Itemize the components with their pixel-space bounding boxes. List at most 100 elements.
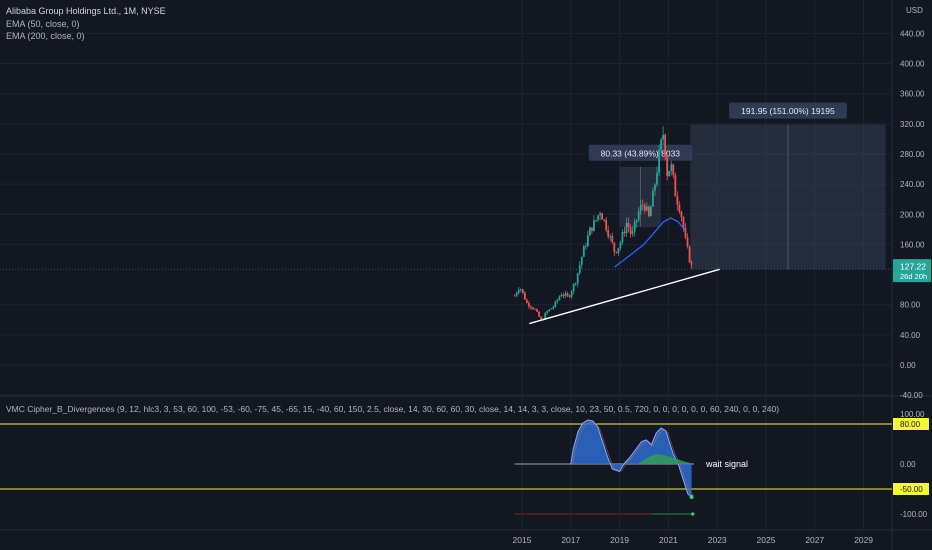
candle-body [544,313,547,320]
candle-body [580,256,583,265]
candle-body [546,311,549,314]
candle-body [550,308,553,310]
osc-signal-dot [691,512,695,516]
price-tick-label: 360.00 [900,90,925,99]
price-tick-label: 80.00 [900,301,921,310]
candle-body [654,184,656,191]
candle-body [674,175,677,197]
price-tick-label: 200.00 [900,210,925,219]
candle-body [595,219,597,221]
candle-body [570,291,573,297]
candle-body [521,289,524,293]
candle-body [619,242,622,248]
osc-level-label: 80.00 [900,420,921,429]
candle-body [530,306,532,308]
price-tick-label: 240.00 [900,180,925,189]
ema200-legend[interactable]: EMA (200, close, 0) [6,31,85,41]
chart-title[interactable]: Alibaba Group Holdings Ltd., 1M, NYSE [6,6,166,16]
candle-body [615,251,618,253]
ema50-line [614,217,687,268]
osc-level-label: -50.00 [900,485,923,494]
candle-body [656,172,658,185]
time-tick-label: 2017 [561,535,580,545]
price-tick-label: 0.00 [900,361,916,370]
trendline [529,268,720,325]
candle-body [684,228,687,238]
price-tick-label: -40.00 [900,391,923,400]
osc-tick-label: 100.00 [900,410,925,419]
candle-body [613,242,616,252]
ema50-legend[interactable]: EMA (50, close, 0) [6,19,80,29]
candle-body [682,217,685,229]
candle-body [680,211,683,218]
candle-body [552,306,555,309]
candle-body [650,206,652,217]
candle-body [621,231,624,243]
candle-body [599,213,601,216]
measure-label: 191.95 (151.00%) 19195 [741,106,835,116]
candle-body [662,134,665,140]
candle-body [582,246,585,257]
candle-body [591,227,593,231]
osc-tick-label: -100.00 [900,510,928,519]
candle-body [652,190,654,207]
currency-label: USD [906,6,923,15]
candle-body [532,307,534,309]
candle-body [576,273,579,284]
time-tick-label: 2021 [659,535,678,545]
candle-body [589,227,591,236]
candle-body [629,227,632,234]
osc-money-flow [639,454,691,464]
measure-boxes[interactable]: 80.33 (43.89%) 8033 191.95 (151.00%) 1919… [588,102,886,270]
candle-body [627,223,630,228]
candle-body [523,292,526,300]
candle-body [536,309,538,312]
price-tick-label: 400.00 [900,60,925,69]
candle-body [597,215,599,220]
time-tick-label: 2027 [805,535,824,545]
candle-body [566,293,569,296]
wait-signal-label: wait signal [705,459,748,469]
oscillator-title[interactable]: VMC Cipher_B_Divergences (9, 12, hlc3, 3… [6,404,780,414]
candle-body [519,289,522,291]
candle-body [635,219,638,222]
price-tick-label: 440.00 [900,29,925,38]
candle-body [601,213,604,220]
candle-body [637,211,640,220]
oscillator-pane: wait signal [0,419,892,516]
candle-body [641,205,644,207]
candle-body [643,205,646,211]
candle-body [617,247,620,253]
candles [513,126,693,321]
time-tick-label: 2023 [708,535,727,545]
last-price-label: 127.22 [900,262,926,272]
candle-body [609,236,612,237]
candle-body [686,237,689,247]
osc-wave2-line [572,421,694,496]
candle-body [645,206,648,211]
candle-body [664,134,667,157]
candle-body [688,246,691,263]
measure-label: 80.33 (43.89%) 8033 [601,148,681,158]
time-tick-label: 2019 [610,535,629,545]
measure-label-bg [588,144,692,161]
candle-body [605,219,608,231]
candle-body [593,220,595,231]
candle-body [562,294,565,296]
price-tick-label: 320.00 [900,120,925,129]
time-tick-label: 2015 [513,535,532,545]
candle-body [633,221,636,232]
osc-tick-label: 0.00 [900,460,916,469]
osc-signal-dot [689,495,694,499]
price-tick-label: 280.00 [900,150,925,159]
candle-body [611,236,614,243]
candle-body [676,196,679,205]
candle-body [540,316,543,320]
candle-body [672,164,675,176]
candle-body [625,223,628,233]
osc-level-badge [893,418,929,430]
candle-body [548,309,551,312]
